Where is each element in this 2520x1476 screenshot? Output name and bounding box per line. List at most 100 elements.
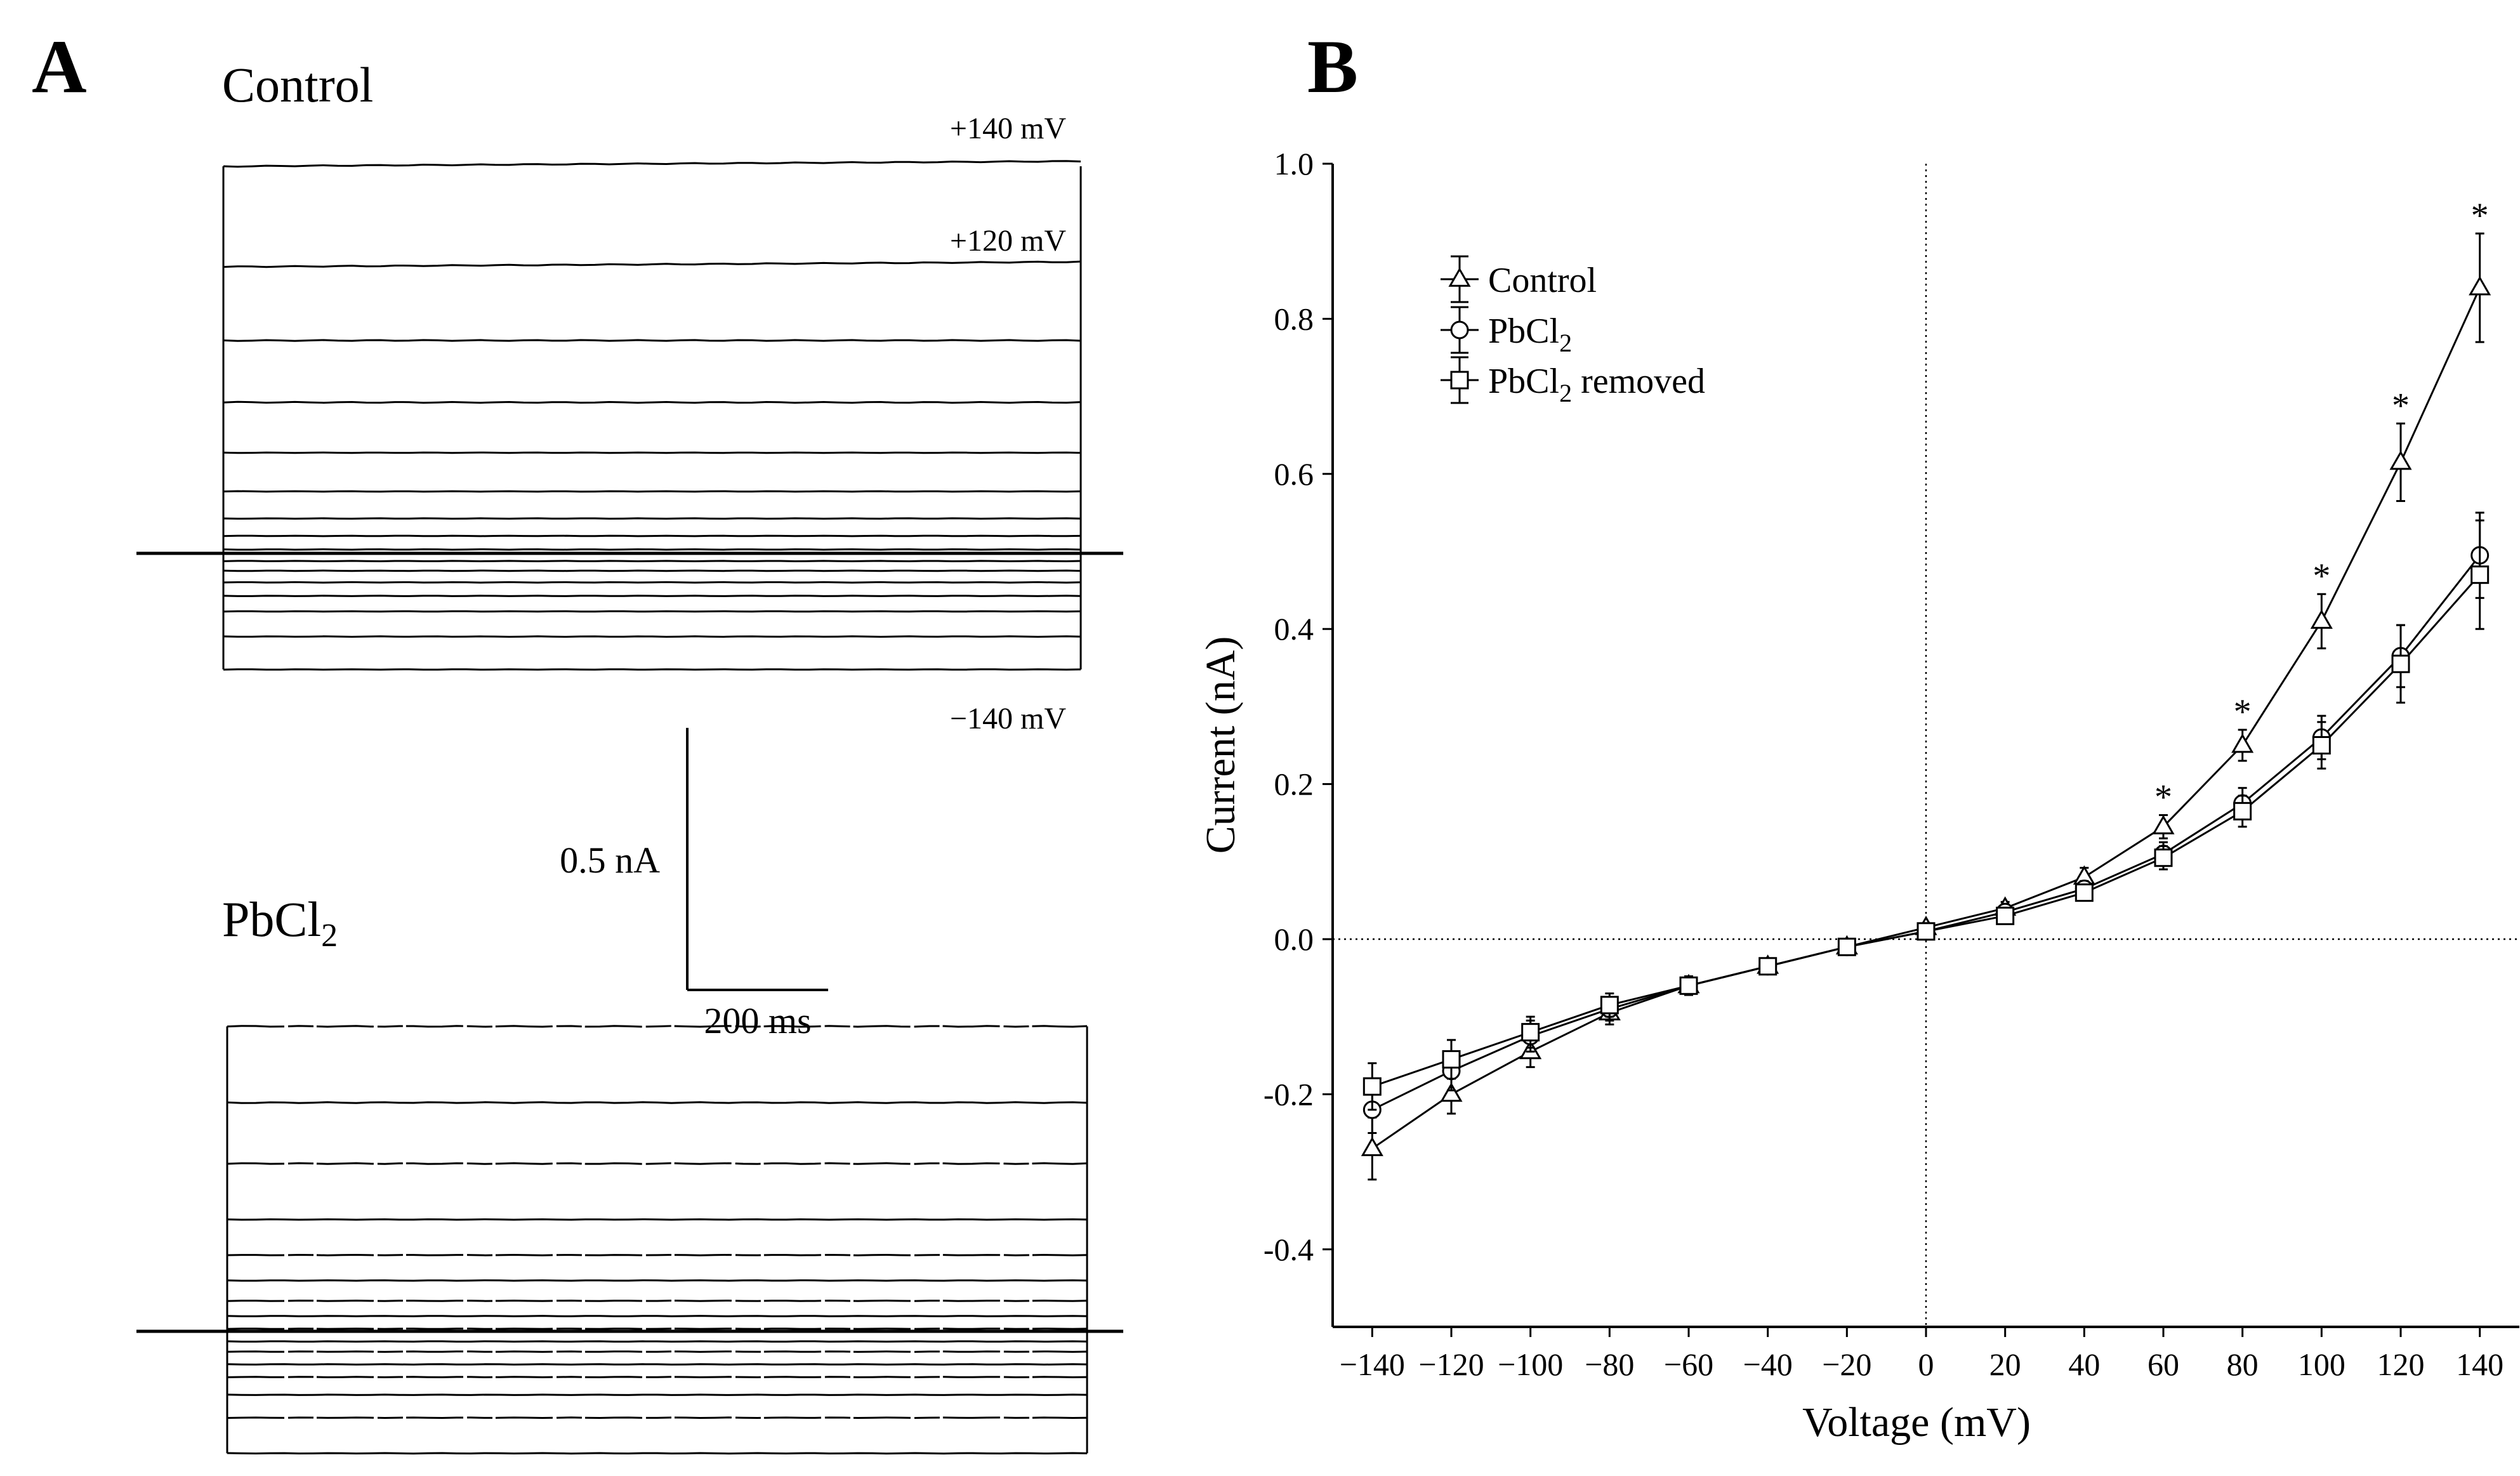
current-trace: [223, 581, 1081, 584]
iv-chart: −140 −120 −100 −80 −60 −40 −20 0 20 40 60 80 100 120 1…: [1197, 146, 2519, 1446]
data-point-square: [2154, 848, 2173, 867]
trace-label-plus-120: +120 mV: [950, 224, 1066, 258]
data-point-triangle: [2389, 450, 2412, 470]
data-point-square: [2391, 654, 2410, 673]
y-tick-label: 0.2: [1274, 767, 1314, 802]
y-tick-label: 0.4: [1274, 611, 1314, 647]
legend-label-pbcl2-removed: PbCl2 removed: [1488, 362, 1705, 407]
x-tick-label: −100: [1498, 1347, 1563, 1382]
current-trace: [223, 160, 1081, 168]
panel-b-letter: B: [1307, 24, 1358, 109]
current-trace: [227, 1315, 1088, 1317]
data-point-square: [1521, 1023, 1540, 1042]
legend-label-control: Control: [1488, 261, 1597, 300]
significance-star: *: [2312, 557, 2330, 596]
legend: Control PbCl2 PbCl2 removed: [1441, 255, 1705, 407]
control-traces: [136, 160, 1123, 671]
x-tick-label: −20: [1822, 1347, 1871, 1382]
current-trace: [223, 668, 1081, 671]
scale-bar-current-label: 0.5 nA: [560, 840, 660, 881]
data-point-square: [1362, 1077, 1382, 1096]
x-tick-label: 100: [2298, 1347, 2345, 1382]
data-point-square: [1600, 996, 1619, 1015]
data-point-square: [2471, 565, 2490, 584]
reference-lines: [1333, 164, 2519, 1327]
x-tick-label: −80: [1585, 1347, 1634, 1382]
x-tick-label: −120: [1418, 1347, 1484, 1382]
legend-symbol-pbcl2: [1441, 306, 1479, 354]
current-trace: [227, 1162, 1088, 1165]
y-tick-label: 1.0: [1274, 146, 1314, 181]
x-tick-label: 80: [2227, 1347, 2259, 1382]
y-tick-label: 0.0: [1274, 921, 1314, 957]
legend-marker-triangle: [1448, 267, 1471, 287]
x-tick-label: 60: [2147, 1347, 2179, 1382]
y-tick-label: 0.8: [1274, 301, 1314, 336]
current-trace: [223, 610, 1081, 613]
data-point-triangle: [2310, 609, 2333, 629]
current-trace: [227, 1253, 1088, 1256]
legend-symbol-control: [1441, 255, 1479, 303]
x-tick-label: 20: [1989, 1347, 2021, 1382]
significance-star: *: [2471, 196, 2489, 235]
x-tick-label: 120: [2377, 1347, 2425, 1382]
y-ticks: -0.4 -0.2 0.0 0.2 0.4 0.6 0.8 1.0: [1263, 146, 1333, 1267]
trace-label-plus-140: +140 mV: [950, 112, 1066, 145]
current-trace: [223, 560, 1081, 563]
significance-star: *: [2234, 692, 2252, 732]
current-trace: [227, 1363, 1088, 1366]
pbcl2-traces: [136, 1025, 1123, 1455]
data-point-triangle: [1361, 1137, 1383, 1156]
legend-label-pbcl2: PbCl2: [1488, 312, 1572, 357]
data-point-triangle: [2231, 733, 2254, 753]
significance-star: *: [2392, 386, 2410, 425]
x-tick-label: −40: [1743, 1347, 1793, 1382]
data-point-square: [1442, 1050, 1461, 1069]
y-tick-label: -0.4: [1263, 1232, 1314, 1267]
y-tick-label: -0.2: [1263, 1076, 1314, 1112]
data-point-square: [2312, 736, 2331, 754]
significance-stars: * * * * *: [2154, 196, 2489, 817]
legend-marker-square: [1450, 371, 1469, 390]
x-axis-title: Voltage (mV): [1802, 1399, 2031, 1446]
data-point-square: [1758, 957, 1778, 976]
x-tick-label: −140: [1340, 1347, 1405, 1382]
current-trace: [227, 1101, 1088, 1104]
current-trace: [223, 339, 1081, 342]
legend-marker-circle: [1450, 320, 1469, 339]
data-point-triangle: [1440, 1082, 1463, 1102]
current-trace: [223, 517, 1081, 520]
current-trace: [223, 451, 1081, 454]
data-point-triangle: [2152, 815, 2175, 834]
control-title: Control: [222, 57, 373, 112]
series-layer: [1361, 232, 2491, 1181]
x-tick-label: 0: [1918, 1347, 1934, 1382]
x-tick-label: 40: [2068, 1347, 2100, 1382]
current-trace: [223, 260, 1081, 268]
legend-symbol-pbcl2-removed: [1441, 356, 1479, 404]
data-point-square: [1996, 906, 2015, 925]
y-axis-title: Current (nA): [1197, 636, 1244, 854]
current-trace: [223, 490, 1081, 493]
data-point-square: [1679, 976, 1698, 995]
panel-a-letter: A: [32, 24, 87, 109]
pbcl2-title: PbCl2: [222, 892, 338, 954]
data-point-square: [2075, 883, 2094, 902]
current-trace: [227, 1340, 1088, 1343]
data-point-square: [1916, 922, 1936, 941]
data-point-square: [2233, 801, 2252, 820]
significance-star: *: [2154, 777, 2172, 817]
current-trace: [223, 569, 1081, 572]
x-tick-label: 140: [2456, 1347, 2504, 1382]
y-tick-label: 0.6: [1274, 456, 1314, 492]
trace-label-minus-140: −140 mV: [950, 702, 1066, 735]
current-trace: [227, 1376, 1088, 1378]
current-trace: [223, 635, 1081, 638]
data-point-triangle: [2469, 275, 2491, 296]
data-point-square: [1837, 937, 1856, 956]
series-pbcl2-removed: [1362, 519, 2490, 1111]
current-trace: [227, 1452, 1088, 1455]
current-trace: [227, 1025, 1088, 1028]
scale-bar-time-label: 200 ms: [704, 1000, 811, 1041]
